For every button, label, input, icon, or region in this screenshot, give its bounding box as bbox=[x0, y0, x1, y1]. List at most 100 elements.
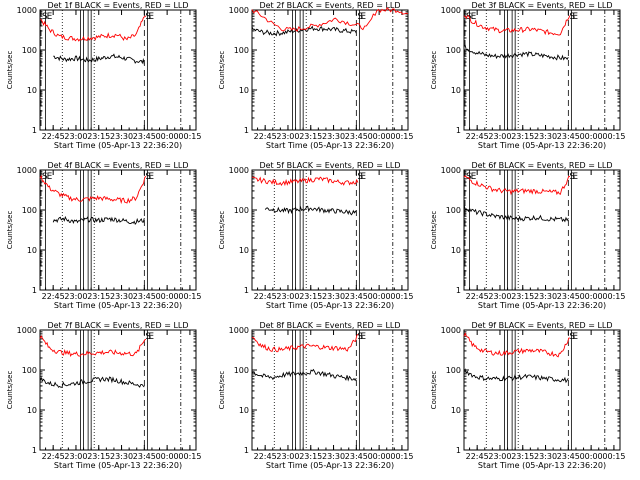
start-marker-label: S bbox=[357, 332, 363, 342]
events-series-line bbox=[53, 53, 145, 65]
y-tick-label: 10 bbox=[239, 406, 249, 415]
y-tick-label: 100 bbox=[22, 46, 37, 55]
x-tick-label: 23:15 bbox=[511, 132, 534, 141]
events-series-line bbox=[251, 368, 357, 382]
y-tick-label: 1 bbox=[456, 126, 461, 135]
start-marker-label: S bbox=[145, 12, 151, 22]
panel-title: Det 8f BLACK = Events, RED = LLD bbox=[259, 321, 400, 330]
x-axis-label: Start Time (05-Apr-13 22:36:20) bbox=[266, 461, 394, 470]
x-tick-label: 23:30 bbox=[322, 292, 345, 301]
y-tick-label: 1 bbox=[244, 446, 249, 455]
start-marker-label: S bbox=[145, 332, 151, 342]
events-series-line bbox=[264, 205, 357, 216]
x-tick-label: 00:15 bbox=[178, 292, 201, 301]
x-tick-label: 23:30 bbox=[534, 292, 557, 301]
x-tick-label: 23:30 bbox=[110, 292, 133, 301]
x-tick-label: 23:30 bbox=[534, 452, 557, 461]
x-tick-label: 23:00 bbox=[488, 452, 511, 461]
x-axis-label: Start Time (05-Apr-13 22:36:20) bbox=[478, 301, 606, 310]
y-tick-label: 100 bbox=[22, 206, 37, 215]
y-tick-label: 1000 bbox=[229, 326, 249, 335]
x-tick-label: 00:15 bbox=[602, 132, 625, 141]
x-tick-label: 22:45 bbox=[42, 452, 65, 461]
y-tick-label: 1 bbox=[32, 126, 37, 135]
panel-title: Det 1f BLACK = Events, RED = LLD bbox=[47, 1, 188, 10]
end-marker-label: E bbox=[471, 172, 477, 182]
plot-frame bbox=[463, 329, 621, 451]
plot-frame bbox=[39, 329, 197, 451]
x-axis-label: Start Time (05-Apr-13 22:36:20) bbox=[54, 141, 182, 150]
end-marker-label: E bbox=[148, 332, 154, 342]
y-axis-label: Counts/sec bbox=[6, 51, 14, 90]
y-tick-label: 1000 bbox=[441, 326, 461, 335]
lld-series-line bbox=[251, 176, 359, 187]
events-series-line bbox=[463, 204, 569, 223]
panel-title: Det 9f BLACK = Events, RED = LLD bbox=[471, 321, 612, 330]
events-series-line bbox=[52, 215, 145, 225]
y-tick-label: 1000 bbox=[17, 166, 37, 175]
x-tick-label: 00:00 bbox=[580, 452, 603, 461]
x-tick-label: 23:45 bbox=[557, 292, 580, 301]
y-tick-label: 10 bbox=[239, 246, 249, 255]
x-tick-label: 00:00 bbox=[156, 132, 179, 141]
start-marker-label: S bbox=[42, 12, 48, 22]
y-tick-label: 10 bbox=[451, 86, 461, 95]
start-marker-label: S bbox=[42, 172, 48, 182]
y-tick-label: 1 bbox=[244, 286, 249, 295]
x-tick-label: 23:30 bbox=[322, 132, 345, 141]
y-axis-label: Counts/sec bbox=[218, 371, 226, 410]
detector-panel-9: Det 9f BLACK = Events, RED = LLD 1 10 100 10… bbox=[430, 321, 625, 470]
y-tick-label: 10 bbox=[451, 406, 461, 415]
y-tick-label: 1000 bbox=[17, 326, 37, 335]
end-marker-label: E bbox=[360, 12, 366, 22]
y-tick-label: 100 bbox=[446, 366, 461, 375]
x-tick-label: 23:30 bbox=[110, 132, 133, 141]
panel-title: Det 2f BLACK = Events, RED = LLD bbox=[259, 1, 400, 10]
x-tick-label: 23:45 bbox=[557, 132, 580, 141]
x-tick-label: 23:00 bbox=[276, 292, 299, 301]
plot-frame bbox=[463, 9, 621, 131]
y-tick-label: 1 bbox=[32, 286, 37, 295]
x-tick-label: 00:15 bbox=[602, 292, 625, 301]
end-marker-label: E bbox=[47, 172, 53, 182]
lld-series-line bbox=[39, 15, 147, 42]
x-tick-label: 22:45 bbox=[466, 292, 489, 301]
x-tick-label: 23:45 bbox=[345, 132, 368, 141]
y-tick-label: 1 bbox=[456, 286, 461, 295]
y-tick-label: 100 bbox=[446, 206, 461, 215]
x-axis-label: Start Time (05-Apr-13 22:36:20) bbox=[266, 301, 394, 310]
end-marker-label: E bbox=[47, 12, 53, 22]
events-series-line bbox=[39, 376, 145, 388]
x-tick-label: 23:45 bbox=[557, 452, 580, 461]
start-marker-label: S bbox=[357, 172, 363, 182]
x-tick-label: 23:15 bbox=[299, 292, 322, 301]
detector-panel-3: Det 3f BLACK = Events, RED = LLD 1 10 100 10… bbox=[430, 1, 625, 150]
plot-frame bbox=[39, 169, 197, 291]
detector-panel-1: Det 1f BLACK = Events, RED = LLD 1 10 100 10… bbox=[6, 1, 201, 150]
lld-series-line bbox=[463, 332, 570, 358]
y-tick-label: 1000 bbox=[17, 6, 37, 15]
x-tick-label: 22:45 bbox=[42, 292, 65, 301]
plot-frame bbox=[251, 169, 409, 291]
x-tick-label: 23:00 bbox=[64, 132, 87, 141]
x-tick-label: 23:15 bbox=[299, 452, 322, 461]
end-marker-label: E bbox=[360, 332, 366, 342]
x-tick-label: 23:15 bbox=[299, 132, 322, 141]
start-marker-label: S bbox=[569, 332, 575, 342]
y-tick-label: 100 bbox=[234, 206, 249, 215]
y-tick-label: 10 bbox=[451, 246, 461, 255]
x-tick-label: 22:45 bbox=[42, 132, 65, 141]
end-marker-label: E bbox=[471, 12, 477, 22]
y-axis-label: Counts/sec bbox=[430, 211, 438, 250]
x-tick-label: 23:00 bbox=[276, 452, 299, 461]
x-tick-label: 22:45 bbox=[254, 292, 277, 301]
start-marker-label: S bbox=[569, 12, 575, 22]
x-tick-label: 23:45 bbox=[133, 132, 156, 141]
end-marker-label: E bbox=[148, 12, 154, 22]
x-axis-label: Start Time (05-Apr-13 22:36:20) bbox=[478, 461, 606, 470]
events-series-line bbox=[463, 368, 569, 384]
x-tick-label: 00:15 bbox=[390, 292, 413, 301]
y-tick-label: 1000 bbox=[441, 166, 461, 175]
y-tick-label: 100 bbox=[22, 366, 37, 375]
